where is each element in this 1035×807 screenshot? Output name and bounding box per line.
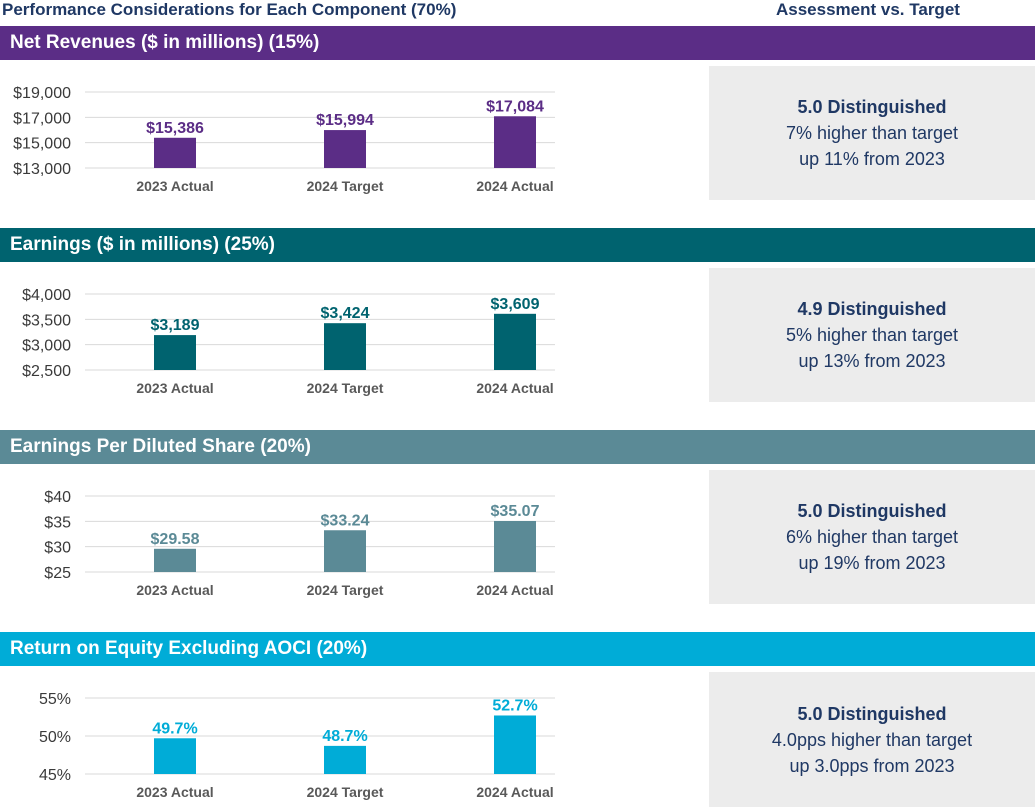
data-label: $33.24 (321, 512, 370, 529)
assessment-score: 5.0 Distinguished (797, 703, 947, 724)
data-label: 49.7% (152, 720, 197, 737)
assessment-vs-prior-year: up 3.0pps from 2023 (789, 755, 955, 776)
roe-chart: 45% 50% 55% 49.7% 2023 Actual 48.7% 2024 Targe… (0, 666, 700, 807)
assessment-header: Assessment vs. Target (776, 0, 960, 19)
bar (154, 548, 196, 572)
category-label: 2024 Actual (476, 582, 553, 598)
data-label: $35.07 (491, 503, 540, 520)
bar (324, 530, 366, 572)
category-label: 2024 Actual (476, 178, 553, 194)
components-header: Performance Considerations for Each Comp… (2, 0, 457, 19)
earnings-assessment: 4.9 Distinguished 5% higher than target … (709, 268, 1035, 402)
net-revenues-assessment: 5.0 Distinguished 7% higher than target … (709, 66, 1035, 200)
data-label: $29.58 (151, 531, 200, 548)
category-label: 2024 Target (307, 784, 384, 800)
y-tick-label: 55% (39, 691, 71, 708)
assessment-vs-prior-year: up 13% from 2023 (798, 351, 946, 371)
category-label: 2023 Actual (136, 380, 213, 396)
data-label: 48.7% (322, 728, 367, 745)
y-tick-label: 45% (39, 767, 71, 784)
net-revenues-svg: $13,000 $15,000 $17,000 $19,000 $15,386 2023 … (13, 85, 555, 194)
y-tick-label: $3,000 (22, 338, 71, 355)
bar (154, 738, 196, 774)
bar (324, 745, 366, 774)
y-tick-label: $13,000 (13, 161, 71, 178)
assessment-vs-target: 5% higher than target (785, 325, 959, 345)
bar (154, 137, 196, 168)
assessment-vs-prior-year: up 11% from 2023 (799, 149, 945, 169)
net-revenues-band: Net Revenues ($ in millions) (15%) (0, 26, 1035, 60)
data-label: $15,994 (316, 112, 374, 129)
earnings-svg: $2,500 $3,000 $3,500 $4,000 $3,189 2023 Actua… (22, 287, 555, 396)
assessment-score: 5.0 Distinguished (797, 501, 947, 521)
roe-assessment: 5.0 Distinguished 4.0pps higher than tar… (709, 672, 1035, 807)
earnings-band: Earnings ($ in millions) (25%) (0, 228, 1035, 262)
assessment-score: 4.9 Distinguished (797, 299, 947, 319)
y-tick-label: $40 (44, 489, 71, 506)
assessment-score: 5.0 Distinguished (797, 97, 947, 117)
bar (494, 715, 536, 774)
category-label: 2024 Target (307, 178, 384, 194)
bar (494, 116, 536, 168)
data-label: $17,084 (486, 98, 544, 115)
y-tick-label: $15,000 (13, 136, 71, 153)
data-label: 52.7% (492, 697, 537, 714)
category-label: 2024 Target (307, 582, 384, 598)
y-tick-label: $35 (44, 514, 71, 531)
y-tick-label: $2,500 (22, 363, 71, 380)
roe-band: Return on Equity Excluding AOCI (20%) (0, 632, 1035, 666)
category-label: 2024 Target (307, 380, 384, 396)
y-tick-label: 50% (39, 729, 71, 746)
roe-svg: 45% 50% 55% 49.7% 2023 Actual 48.7% 2024 Targe… (39, 691, 555, 800)
data-label: $3,189 (151, 317, 200, 334)
bar (324, 323, 366, 370)
y-tick-label: $19,000 (13, 85, 71, 102)
y-tick-label: $17,000 (13, 110, 71, 127)
assessment-vs-target: 4.0pps higher than target (771, 729, 973, 750)
eps-chart: $25 $30 $35 $40 $29.58 2023 Actual $33.24 2024 … (0, 464, 700, 604)
bar (324, 130, 366, 168)
category-label: 2023 Actual (136, 582, 213, 598)
earnings-chart: $2,500 $3,000 $3,500 $4,000 $3,189 2023 Actua… (0, 262, 700, 402)
net-revenues-chart: $13,000 $15,000 $17,000 $19,000 $15,386 2023 … (0, 60, 700, 200)
category-label: 2024 Actual (476, 380, 553, 396)
eps-svg: $25 $30 $35 $40 $29.58 2023 Actual $33.24 2024 … (44, 489, 555, 598)
category-label: 2023 Actual (136, 178, 213, 194)
eps-assessment: 5.0 Distinguished 6% higher than target … (709, 470, 1035, 604)
category-label: 2024 Actual (476, 784, 553, 800)
bar (494, 313, 536, 370)
y-tick-label: $3,500 (22, 312, 71, 329)
bar (154, 335, 196, 370)
y-tick-label: $25 (44, 565, 71, 582)
category-label: 2023 Actual (136, 784, 213, 800)
data-label: $15,386 (146, 120, 204, 137)
assessment-vs-prior-year: up 19% from 2023 (798, 553, 946, 573)
assessment-vs-target: 6% higher than target (785, 527, 959, 547)
data-label: $3,424 (321, 305, 370, 322)
assessment-vs-target: 7% higher than target (785, 123, 959, 143)
bar (494, 520, 536, 572)
y-tick-label: $4,000 (22, 287, 71, 304)
eps-band: Earnings Per Diluted Share (20%) (0, 430, 1035, 464)
y-tick-label: $30 (44, 540, 71, 557)
data-label: $3,609 (491, 296, 540, 313)
